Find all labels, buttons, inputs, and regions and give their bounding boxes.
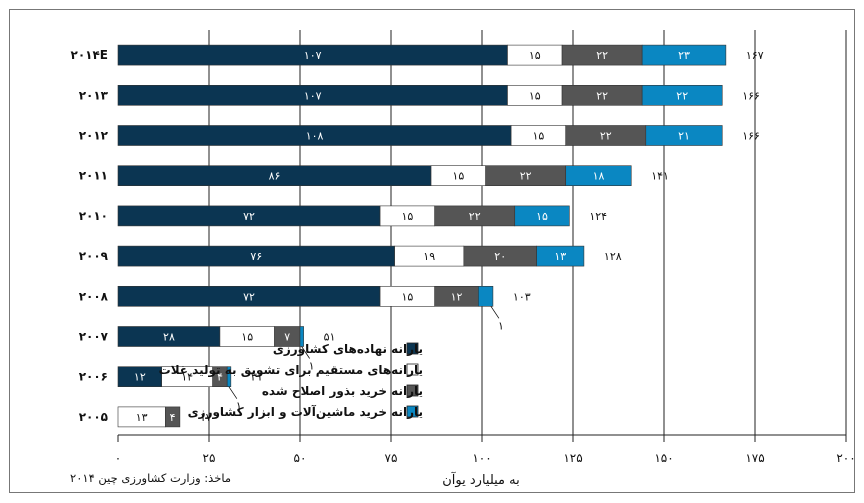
- bar-value-label: ۲۱: [678, 130, 690, 143]
- x-tick-label: ۵۰: [294, 451, 307, 465]
- x-tick-label: ۱۵۰: [654, 451, 673, 465]
- bar-value-label: ۱۰۷: [304, 89, 322, 102]
- bar-value-label: ۲۲: [596, 49, 608, 62]
- x-tick-label: ۱۲۵: [563, 451, 582, 465]
- bar-value-label: ۲۲: [520, 170, 532, 183]
- bar-total-label: ۱۷: [200, 411, 212, 424]
- bar-value-label: ۲۲: [676, 89, 688, 102]
- legend-label: یارانه خرید ماشین‌آلات و ابزار کشاورزی: [188, 404, 423, 420]
- bar-total-label: ۱۰۳: [513, 290, 531, 303]
- bar-total-label: ۱۴۱: [651, 170, 669, 183]
- legend-label: یارانه‌های مستقیم برای تشویق به تولید غل…: [159, 363, 423, 378]
- bar-value-label: ۸۶: [269, 170, 281, 183]
- source-note: ماخذ: وزارت کشاورزی چین ۲۰۱۴: [70, 471, 231, 486]
- bar-value-label: ۱۵: [401, 210, 413, 223]
- bar-segment: [165, 406, 181, 428]
- bar-value-label: ۱۵: [536, 210, 548, 223]
- callout-line: [490, 306, 500, 319]
- category-label: ۲۰۱۰: [79, 209, 108, 223]
- bar-value-label: ۱۵: [452, 170, 464, 183]
- bar-segment: [565, 165, 632, 186]
- bar-value-label: ۴: [217, 371, 223, 384]
- bar-value-label: ۱۵: [401, 290, 413, 303]
- bar-value-label: ۱۵: [529, 49, 541, 62]
- bar-value-label: ۴: [170, 411, 176, 424]
- bar-value-label: ۱۰۸: [306, 130, 324, 143]
- bar-value-label: ۲۲: [600, 130, 612, 143]
- bar-total-label: ۵۱: [324, 331, 336, 344]
- bar-value-label: ۱۳: [554, 250, 566, 263]
- x-axis: ۰ ۲۵ ۵۰ ۷۵ ۱۰۰ ۱۲۵ ۱۵۰ ۱۷۵ ۲۰۰: [115, 434, 856, 465]
- bar-value-label: ۷۲: [243, 210, 255, 223]
- bar-value-label: ۲۸: [163, 331, 175, 344]
- legend-swatch: [406, 384, 419, 397]
- bar-value-label: ۷: [284, 331, 290, 344]
- category-label: ۲۰۰۷: [79, 330, 109, 344]
- callout-label: ۱: [236, 400, 242, 413]
- bar-value-label: ۱۲: [134, 371, 146, 384]
- bar-value-label: ۲۳: [678, 49, 690, 62]
- category-label: ۲۰۰۶: [79, 370, 108, 384]
- bar-total-label: ۱۶۷: [746, 49, 764, 62]
- bar-total-label: ۱۶۶: [742, 130, 760, 143]
- legend-swatch: [406, 405, 419, 418]
- bar-total-label: ۱۲۴: [589, 210, 607, 223]
- bar-segment: [641, 44, 727, 66]
- bar-segment: [514, 205, 570, 227]
- x-tick-label: ۱۷۵: [745, 451, 764, 465]
- bar-value-label: ۱۵: [529, 89, 541, 102]
- bar-value-label: ۱۲: [451, 290, 463, 303]
- bar-segment: [641, 85, 723, 106]
- x-tick-label: ۱۰۰: [472, 451, 491, 465]
- x-tick-label: ۲۰۰: [836, 451, 855, 465]
- callout-label: ۱: [498, 319, 504, 332]
- bar-total-label: ۱۲۸: [604, 250, 622, 263]
- category-labels: ۲۰۱۴E ۲۰۱۳ ۲۰۱۲ ۲۰۱۱ ۲۰۱۰ ۲۰۰۹ ۲۰۰۸ ۲۰۰۷ ۲۰۰۶ ۲۰۰…: [71, 48, 109, 424]
- bar-value-label: ۲۲: [469, 210, 481, 223]
- category-label: ۲۰۱۱: [79, 169, 108, 183]
- category-label: ۲۰۱۴E: [71, 48, 109, 62]
- x-tick-label: ۰: [115, 451, 121, 465]
- callout-line: [301, 346, 310, 359]
- bar-value-label: ۱۸: [593, 170, 605, 183]
- bar-value-label: ۱۳: [136, 411, 148, 424]
- legend-label: یارانه خرید بذور اصلاح شده: [262, 384, 423, 399]
- category-label: ۲۰۱۳: [79, 88, 109, 102]
- legend: یارانه نهاده‌های کشاورزی یارانه‌های مستقی…: [159, 342, 423, 420]
- bar-total-label: ۱۶۶: [742, 89, 760, 102]
- category-label: ۲۰۰۵: [79, 410, 108, 424]
- bar-segment: [478, 285, 494, 307]
- x-axis-title: به میلیارد یوآن: [442, 471, 520, 488]
- chart-frame: [9, 9, 855, 493]
- bar-value-label: ۱۴: [181, 371, 193, 384]
- category-label: ۲۰۰۸: [79, 289, 109, 303]
- bar-total-label: ۳۱: [251, 371, 263, 384]
- bar-segment: [645, 125, 723, 146]
- callout-label: ۱: [309, 360, 315, 373]
- bar-value-label: ۱۹: [423, 250, 435, 263]
- bar-segment: [536, 245, 585, 267]
- bar-value-label: ۱۵: [241, 331, 253, 344]
- bar-value-label: ۲۰: [494, 250, 506, 263]
- x-tick-label: ۲۵: [203, 451, 216, 465]
- category-label: ۲۰۱۲: [79, 129, 109, 143]
- x-tick-label: ۷۵: [385, 451, 398, 465]
- bar-value-label: ۷۲: [243, 290, 255, 303]
- category-label: ۲۰۰۹: [79, 249, 109, 263]
- callout-line: [228, 386, 238, 399]
- legend-label: یارانه نهاده‌های کشاورزی: [273, 342, 423, 357]
- bar-value-label: ۷۶: [250, 250, 262, 263]
- bar-value-label: ۱۵: [533, 130, 545, 143]
- bar-value-label: ۱۰۷: [304, 49, 322, 62]
- bar-value-label: ۲۲: [596, 89, 608, 102]
- legend-swatch: [406, 363, 419, 376]
- legend-swatch: [406, 342, 419, 355]
